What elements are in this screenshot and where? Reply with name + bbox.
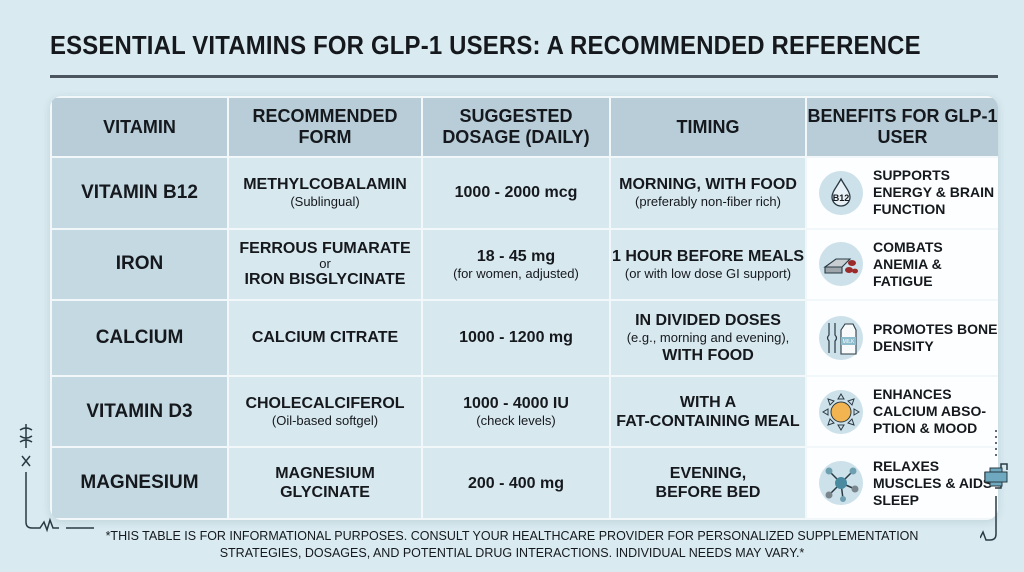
cell-primary-text: CHOLECALCIFEROL xyxy=(245,395,405,413)
dosage-cell: 1000 - 2000 mcg xyxy=(421,156,611,230)
header-benefits: BENEFITS FOR GLP-1 USER xyxy=(805,96,998,158)
disclaimer-footnote: *THIS TABLE IS FOR INFORMATIONAL PURPOSE… xyxy=(105,529,919,560)
cell-secondary-text: (preferably non-fiber rich) xyxy=(635,194,781,210)
svg-text:B12: B12 xyxy=(833,193,850,203)
cell-primary-text: FAT-CONTAINING MEAL xyxy=(616,412,800,430)
timing-cell: WITH A FAT-CONTAINING MEAL xyxy=(609,374,807,449)
timing-cell: 1 HOUR BEFORE MEALS (or with low dose GI … xyxy=(609,227,807,302)
vitamin-name: CALCIUM xyxy=(50,299,229,377)
recommended-form-cell: METHYLCOBALAMIN (Sublingual) xyxy=(227,156,423,230)
cell-secondary-text: (check levels) xyxy=(476,413,556,429)
benefit-cell: COMBATS ANEMIA & FATIGUE xyxy=(805,227,998,302)
timing-cell: IN DIVIDED DOSES (e.g., morning and eveni… xyxy=(609,299,807,377)
cell-primary-text: WITH A xyxy=(679,393,737,411)
table-row: MAGNESIUM MAGNESIUM GLYCINATE 200 - 400 m… xyxy=(50,446,998,520)
cell-primary-text: MORNING, WITH FOOD xyxy=(619,176,797,194)
cell-secondary-text: (e.g., morning and evening), xyxy=(626,329,790,345)
header-vitamin: VITAMIN xyxy=(50,96,229,158)
benefit-cell: RELAXES MUSCLES & AIDS SLEEP xyxy=(805,446,998,520)
cell-primary-text: BEFORE BED xyxy=(655,484,761,502)
cell-primary-text: WITH FOOD xyxy=(662,346,754,364)
cell-or-text: or xyxy=(319,256,331,272)
cell-primary-text: IN DIVIDED DOSES xyxy=(635,311,781,329)
benefit-text: SUPPORTS ENERGY & BRAIN FUNCTION xyxy=(873,167,995,218)
benefit-text: COMBATS ANEMIA & FATIGUE xyxy=(873,238,943,289)
vitamin-name: VITAMIN D3 xyxy=(50,374,229,449)
benefit-text: RELAXES MUSCLES & AIDS SLEEP xyxy=(873,457,993,508)
table-row: IRON FERROUS FUMARATE or IRON BISGLYCINATE… xyxy=(50,227,998,302)
timing-cell: EVENING, BEFORE BED xyxy=(609,446,807,520)
cell-primary-text: METHYLCOBALAMIN xyxy=(243,176,407,194)
caduceus-heartbeat-icon xyxy=(19,424,94,533)
sun-icon xyxy=(819,389,863,434)
cell-primary-text: CALCIUM CITRATE xyxy=(251,329,399,347)
benefit-cell: MILK PROMOTES BONE DENSITY xyxy=(805,299,998,377)
vitamin-name: IRON xyxy=(50,227,229,302)
vitamin-table: VITAMIN RECOMMENDED FORM SUGGESTED DOSAG… xyxy=(50,96,998,520)
recommended-form-cell: CHOLECALCIFEROL (Oil-based softgel) xyxy=(227,374,423,449)
cell-primary-text: EVENING, xyxy=(669,465,747,483)
recommended-form-cell: FERROUS FUMARATE or IRON BISGLYCINATE xyxy=(227,227,423,302)
vitamin-name: MAGNESIUM xyxy=(50,446,229,520)
recommended-form-cell: MAGNESIUM GLYCINATE xyxy=(227,446,423,520)
table-row: VITAMIN D3 CHOLECALCIFEROL (Oil-based sof… xyxy=(50,374,998,449)
dosage-cell: 1000 - 1200 mg xyxy=(421,299,611,377)
cell-primary-text: 18 - 45 mg xyxy=(476,247,556,265)
cell-primary-text: MAGNESIUM xyxy=(275,465,375,483)
header-dosage: SUGGESTED DOSAGE (DAILY) xyxy=(421,96,611,158)
dosage-cell: 1000 - 4000 IU (check levels) xyxy=(421,374,611,449)
vitamin-name: VITAMIN B12 xyxy=(50,156,229,230)
vitamin-table-container: VITAMIN RECOMMENDED FORM SUGGESTED DOSAG… xyxy=(50,96,998,520)
svg-text:MILK: MILK xyxy=(843,339,855,345)
cell-primary-text: 200 - 400 mg xyxy=(467,474,565,492)
cell-primary-text: GLYCINATE xyxy=(280,484,370,502)
table-row: VITAMIN B12 METHYLCOBALAMIN (Sublingual) … xyxy=(50,156,998,230)
recommended-form-cell: CALCIUM CITRATE xyxy=(227,299,423,377)
header-form: RECOMMENDED FORM xyxy=(227,96,423,158)
cell-primary-text: 1000 - 2000 mcg xyxy=(454,184,578,202)
cell-secondary-text: (or with low dose GI support) xyxy=(624,265,792,281)
benefit-text: ENHANCES CALCIUM ABSO- PTION & MOOD xyxy=(873,386,987,437)
benefit-cell: B12 SUPPORTS ENERGY & BRAIN FUNCTION xyxy=(805,156,998,230)
cell-primary-text: 1 HOUR BEFORE MEALS xyxy=(611,247,804,265)
bone-milk-icon: MILK xyxy=(819,315,863,360)
dosage-cell: 200 - 400 mg xyxy=(421,446,611,520)
benefit-text: PROMOTES BONE DENSITY xyxy=(873,320,998,354)
cell-secondary-text: (for women, adjusted) xyxy=(453,265,579,281)
benefit-cell: ENHANCES CALCIUM ABSO- PTION & MOOD xyxy=(805,374,998,449)
dosage-cell: 18 - 45 mg (for women, adjusted) xyxy=(421,227,611,302)
table-row: CALCIUM CALCIUM CITRATE 1000 - 1200 mg I… xyxy=(50,299,998,377)
iron-bar-icon xyxy=(819,242,863,287)
medical-cross-heartbeat-icon xyxy=(980,430,1008,541)
page-title: ESSENTIAL VITAMINS FOR GLP-1 USERS: A RE… xyxy=(50,30,921,60)
timing-cell: MORNING, WITH FOOD (preferably non-fiber … xyxy=(609,156,807,230)
cell-primary-text: FERROUS FUMARATE xyxy=(239,240,411,258)
cell-primary-text: IRON BISGLYCINATE xyxy=(244,271,406,289)
cell-secondary-text: (Sublingual) xyxy=(290,194,360,210)
b12-drop-icon: B12 xyxy=(819,170,863,215)
cell-primary-text: 1000 - 1200 mg xyxy=(459,329,573,347)
molecule-icon xyxy=(819,461,863,506)
table-header-row: VITAMIN RECOMMENDED FORM SUGGESTED DOSAG… xyxy=(50,96,998,158)
title-divider xyxy=(50,75,998,78)
cell-secondary-text: (Oil-based softgel) xyxy=(271,413,379,429)
cell-primary-text: 1000 - 4000 IU xyxy=(463,395,569,413)
header-timing: TIMING xyxy=(609,96,807,158)
